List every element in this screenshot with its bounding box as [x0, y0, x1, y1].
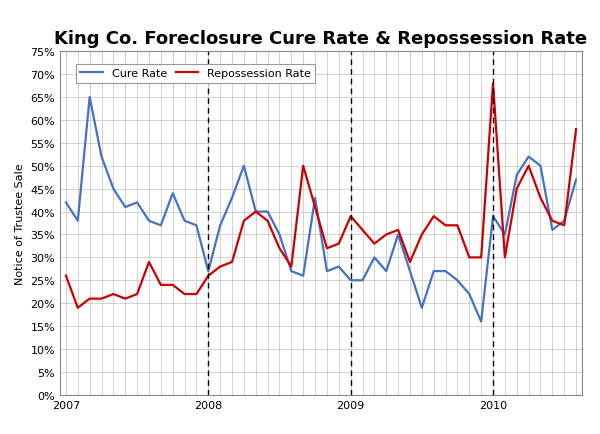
Repossession Rate — [454, 223, 461, 228]
Cure Rate — [383, 269, 390, 274]
Repossession Rate — [240, 219, 247, 224]
Cure Rate — [288, 269, 295, 274]
Cure Rate — [525, 155, 532, 160]
Cure Rate — [181, 219, 188, 224]
Cure Rate — [442, 269, 449, 274]
Cure Rate — [74, 219, 82, 224]
Cure Rate — [490, 214, 497, 219]
Repossession Rate — [525, 164, 532, 169]
Cure Rate — [98, 155, 105, 160]
Cure Rate — [157, 223, 164, 228]
Cure Rate — [145, 219, 152, 224]
Cure Rate — [549, 228, 556, 233]
Repossession Rate — [157, 283, 164, 288]
Cure Rate — [62, 201, 70, 206]
Cure Rate — [371, 255, 378, 260]
Repossession Rate — [62, 273, 70, 279]
Repossession Rate — [134, 292, 141, 297]
Line: Repossession Rate: Repossession Rate — [66, 84, 576, 308]
Cure Rate — [395, 232, 402, 237]
Cure Rate — [252, 210, 259, 215]
Repossession Rate — [145, 260, 152, 265]
Cure Rate — [193, 223, 200, 228]
Cure Rate — [217, 223, 224, 228]
Repossession Rate — [323, 246, 331, 251]
Repossession Rate — [181, 292, 188, 297]
Repossession Rate — [383, 232, 390, 237]
Repossession Rate — [371, 241, 378, 247]
Cure Rate — [335, 264, 343, 270]
Repossession Rate — [205, 273, 212, 279]
Repossession Rate — [122, 296, 129, 302]
Cure Rate — [264, 210, 271, 215]
Repossession Rate — [193, 292, 200, 297]
Repossession Rate — [572, 127, 580, 132]
Repossession Rate — [395, 228, 402, 233]
Cure Rate — [276, 232, 283, 237]
Repossession Rate — [74, 306, 82, 311]
Repossession Rate — [418, 232, 425, 237]
Repossession Rate — [359, 228, 366, 233]
Cure Rate — [347, 278, 354, 283]
Cure Rate — [134, 201, 141, 206]
Repossession Rate — [264, 219, 271, 224]
Repossession Rate — [311, 205, 319, 210]
Repossession Rate — [478, 255, 485, 260]
Cure Rate — [229, 196, 236, 201]
Cure Rate — [240, 164, 247, 169]
Repossession Rate — [335, 241, 343, 247]
Y-axis label: Notice of Trustee Sale: Notice of Trustee Sale — [15, 163, 25, 284]
Cure Rate — [323, 269, 331, 274]
Cure Rate — [501, 232, 508, 237]
Cure Rate — [299, 273, 307, 279]
Repossession Rate — [513, 187, 520, 192]
Cure Rate — [110, 187, 117, 192]
Repossession Rate — [442, 223, 449, 228]
Cure Rate — [478, 319, 485, 324]
Repossession Rate — [347, 214, 354, 219]
Repossession Rate — [537, 196, 544, 201]
Cure Rate — [466, 292, 473, 297]
Repossession Rate — [110, 292, 117, 297]
Cure Rate — [311, 196, 319, 201]
Repossession Rate — [490, 82, 497, 87]
Cure Rate — [205, 269, 212, 274]
Repossession Rate — [217, 264, 224, 270]
Cure Rate — [86, 95, 93, 100]
Repossession Rate — [430, 214, 437, 219]
Cure Rate — [406, 269, 413, 274]
Repossession Rate — [549, 219, 556, 224]
Title: King Co. Foreclosure Cure Rate & Repossession Rate: King Co. Foreclosure Cure Rate & Reposse… — [55, 30, 587, 48]
Cure Rate — [537, 164, 544, 169]
Cure Rate — [359, 278, 366, 283]
Repossession Rate — [466, 255, 473, 260]
Repossession Rate — [252, 210, 259, 215]
Line: Cure Rate: Cure Rate — [66, 98, 576, 322]
Repossession Rate — [299, 164, 307, 169]
Cure Rate — [454, 278, 461, 283]
Cure Rate — [572, 178, 580, 183]
Cure Rate — [560, 219, 568, 224]
Repossession Rate — [276, 246, 283, 251]
Cure Rate — [430, 269, 437, 274]
Repossession Rate — [406, 260, 413, 265]
Cure Rate — [513, 173, 520, 178]
Repossession Rate — [229, 260, 236, 265]
Repossession Rate — [501, 255, 508, 260]
Legend: Cure Rate, Repossession Rate: Cure Rate, Repossession Rate — [76, 65, 315, 83]
Repossession Rate — [560, 223, 568, 228]
Repossession Rate — [86, 296, 93, 302]
Cure Rate — [122, 205, 129, 210]
Cure Rate — [418, 306, 425, 311]
Repossession Rate — [288, 264, 295, 270]
Repossession Rate — [169, 283, 176, 288]
Repossession Rate — [98, 296, 105, 302]
Cure Rate — [169, 191, 176, 197]
